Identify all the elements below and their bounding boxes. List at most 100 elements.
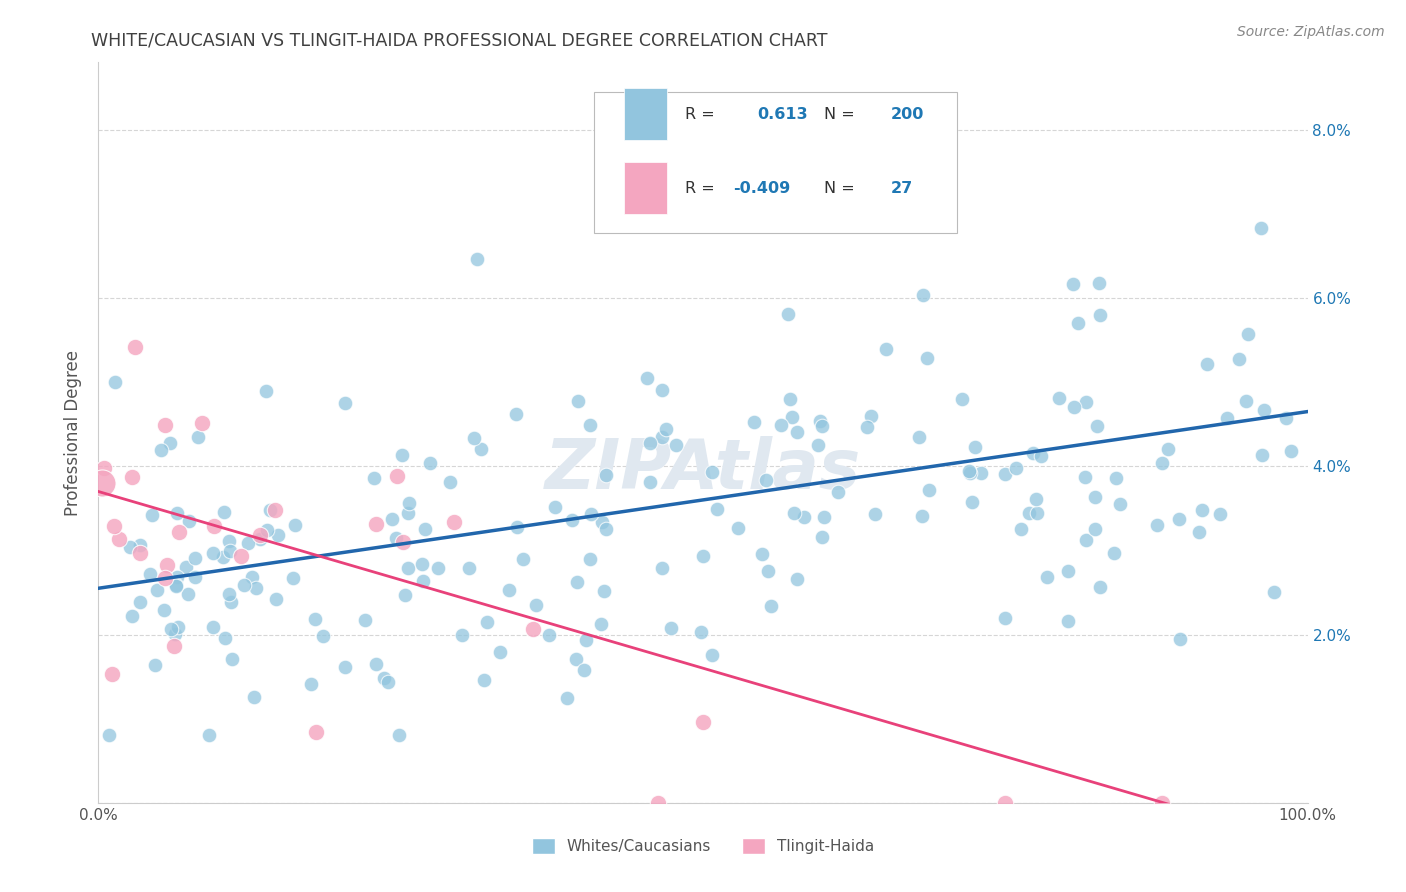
Point	[655, 422, 678, 436]
Point	[163, 639, 186, 653]
Text: Source: ZipAtlas.com: Source: ZipAtlas.com	[1237, 25, 1385, 39]
Point	[727, 520, 749, 534]
Point	[512, 552, 534, 566]
Point	[700, 465, 723, 479]
Point	[166, 570, 188, 584]
Point	[233, 578, 256, 592]
Point	[702, 648, 724, 663]
Point	[470, 442, 492, 457]
Point	[184, 550, 207, 565]
Point	[179, 514, 201, 528]
Point	[578, 552, 600, 566]
Point	[238, 536, 260, 550]
Point	[565, 652, 588, 666]
Point	[811, 419, 834, 434]
Point	[1084, 522, 1107, 536]
Point	[572, 664, 595, 678]
Point	[778, 307, 800, 321]
Point	[1010, 522, 1032, 536]
Point	[463, 431, 485, 445]
Point	[396, 561, 419, 575]
Point	[1251, 448, 1274, 462]
Point	[638, 436, 661, 450]
Point	[305, 724, 328, 739]
Point	[143, 657, 166, 672]
Point	[366, 657, 388, 671]
Point	[439, 475, 461, 489]
Point	[1195, 357, 1218, 371]
Point	[690, 624, 713, 639]
Point	[665, 438, 688, 452]
Point	[381, 512, 404, 526]
Point	[254, 384, 277, 399]
Point	[915, 351, 938, 366]
Point	[526, 599, 548, 613]
Point	[759, 599, 782, 613]
Point	[139, 566, 162, 581]
Point	[575, 632, 598, 647]
Point	[579, 417, 602, 432]
Point	[153, 603, 176, 617]
Point	[1227, 351, 1250, 366]
Point	[156, 558, 179, 572]
Point	[1088, 308, 1111, 322]
Point	[651, 383, 673, 397]
Point	[1274, 410, 1296, 425]
Point	[218, 587, 240, 601]
Point	[108, 532, 131, 546]
Point	[706, 502, 728, 516]
Point	[770, 417, 793, 432]
Text: 0.613: 0.613	[758, 107, 808, 122]
Point	[396, 506, 419, 520]
Point	[335, 659, 357, 673]
Point	[565, 574, 588, 589]
Point	[505, 408, 527, 422]
Point	[1084, 490, 1107, 504]
Point	[960, 495, 983, 509]
Point	[1157, 442, 1180, 457]
Point	[1088, 276, 1111, 290]
Point	[1109, 497, 1132, 511]
Point	[1152, 456, 1174, 470]
Point	[994, 611, 1017, 625]
Point	[1253, 402, 1275, 417]
Point	[1035, 570, 1057, 584]
Point	[1191, 503, 1213, 517]
Point	[957, 464, 980, 478]
Point	[807, 437, 830, 451]
Point	[1188, 524, 1211, 539]
Point	[1234, 394, 1257, 409]
Point	[589, 617, 612, 632]
Point	[1056, 615, 1078, 629]
Point	[1088, 580, 1111, 594]
Point	[245, 581, 267, 595]
Text: R =: R =	[685, 107, 720, 122]
Point	[128, 538, 150, 552]
Point	[419, 456, 441, 470]
Point	[498, 583, 520, 598]
Point	[963, 440, 986, 454]
Point	[959, 466, 981, 480]
Point	[191, 417, 214, 431]
FancyBboxPatch shape	[595, 92, 957, 233]
Point	[593, 584, 616, 599]
Point	[537, 628, 560, 642]
Text: N =: N =	[824, 107, 855, 122]
Point	[786, 572, 808, 586]
Point	[1005, 460, 1028, 475]
Point	[187, 430, 209, 444]
Point	[783, 506, 806, 520]
Point	[159, 435, 181, 450]
Point	[579, 507, 602, 521]
Text: N =: N =	[824, 181, 855, 196]
Point	[153, 418, 176, 433]
Point	[159, 622, 181, 636]
Point	[506, 520, 529, 534]
Point	[93, 461, 115, 475]
Point	[1029, 450, 1052, 464]
Point	[808, 414, 831, 428]
Bar	[624, 88, 666, 140]
Point	[165, 626, 187, 640]
Point	[640, 475, 662, 489]
Point	[211, 550, 233, 565]
